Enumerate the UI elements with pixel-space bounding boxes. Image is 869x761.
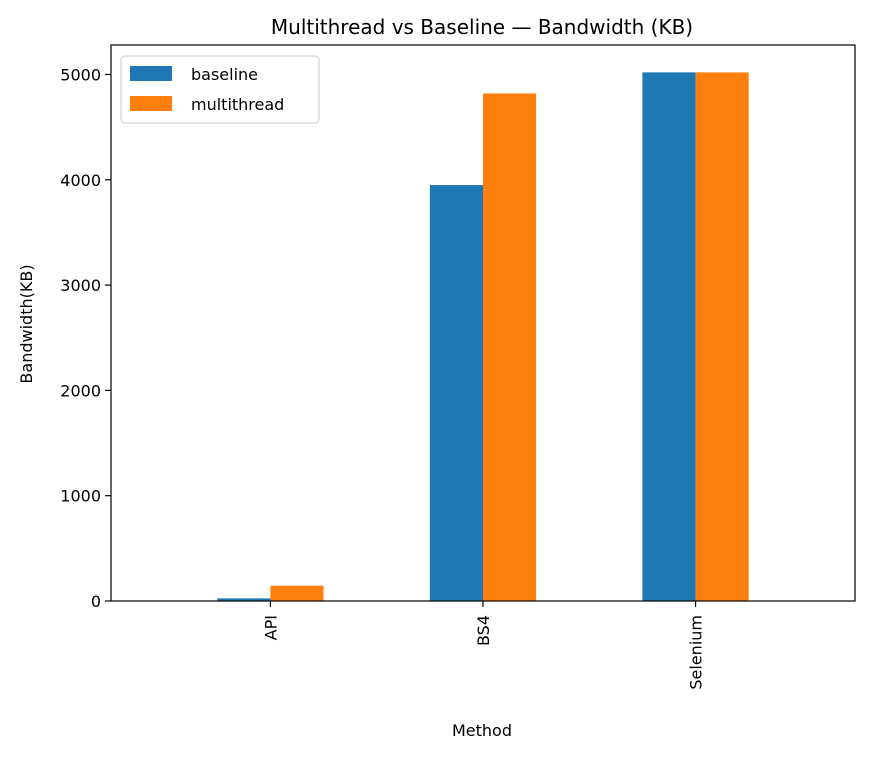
plot-area bbox=[110, 44, 856, 602]
x-tick-label-bs4: BS4 bbox=[474, 615, 493, 646]
legend-swatch-multithread bbox=[130, 96, 172, 111]
legend-label-multithread: multithread bbox=[191, 95, 284, 114]
legend-label-baseline: baseline bbox=[191, 65, 258, 84]
bar-multithread-selenium bbox=[695, 72, 749, 601]
y-tick-label: 1000 bbox=[60, 487, 101, 506]
x-tick-label-api: API bbox=[261, 615, 280, 640]
y-tick-label: 5000 bbox=[60, 65, 101, 84]
y-axis: 0 1000 2000 3000 4000 5000 bbox=[60, 65, 111, 611]
bar-baseline-api bbox=[217, 598, 271, 601]
y-tick-label: 4000 bbox=[60, 171, 101, 190]
legend-swatch-baseline bbox=[130, 66, 172, 81]
bar-baseline-selenium bbox=[642, 72, 696, 601]
x-tick-label-selenium: Selenium bbox=[687, 615, 706, 690]
bar-multithread-api bbox=[270, 585, 324, 601]
x-axis: API BS4 Selenium bbox=[261, 601, 706, 690]
y-tick-label: 0 bbox=[91, 592, 101, 611]
y-axis-label: Bandwidth(KB) bbox=[17, 264, 36, 383]
chart-title: Multithread vs Baseline — Bandwidth (KB) bbox=[271, 15, 693, 39]
y-tick-label: 3000 bbox=[60, 276, 101, 295]
y-tick-label: 2000 bbox=[60, 381, 101, 400]
bar-multithread-bs4 bbox=[483, 93, 537, 601]
legend: baseline multithread bbox=[120, 55, 320, 124]
x-axis-label: Method bbox=[452, 721, 512, 740]
bar-baseline-bs4 bbox=[429, 185, 483, 602]
